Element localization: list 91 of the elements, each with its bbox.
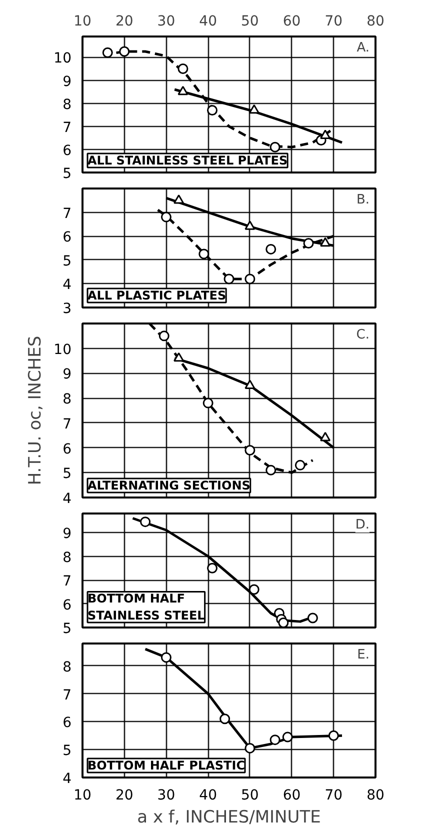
x-tick-label: 70 — [324, 788, 343, 804]
x2-tick-label: 30 — [157, 14, 176, 30]
x2-tick-label: 10 — [74, 14, 92, 30]
annotation: B. — [356, 192, 370, 208]
point — [102, 47, 113, 58]
y-tick-label: 8 — [62, 96, 72, 113]
annotation: A. — [356, 40, 370, 56]
x-tick-label: 50 — [241, 788, 259, 804]
point — [207, 562, 218, 574]
y-tick-label: 6 — [62, 230, 72, 246]
point — [244, 742, 256, 754]
annotation: ALTERNATING SECTIONS — [88, 478, 250, 492]
y-tick-label: 8 — [62, 550, 72, 566]
y-tick-label: 6 — [62, 715, 72, 732]
point — [320, 237, 331, 247]
x2-tick-label: 60 — [282, 14, 301, 30]
y-tick-label: 8 — [62, 659, 72, 676]
y-tick-label: 8 — [62, 392, 72, 408]
x-tick-label: 10 — [74, 788, 92, 804]
y-tick-label: 10 — [54, 342, 72, 358]
point — [178, 86, 188, 96]
point — [244, 274, 256, 284]
point — [202, 398, 214, 408]
point — [140, 516, 151, 528]
y-tick-label: 3 — [62, 301, 72, 317]
point — [248, 584, 260, 595]
annotation: ALL STAINLESS STEEL PLATES — [88, 154, 288, 168]
y-tick-label: 4 — [62, 771, 72, 787]
y-tick-label: 9 — [62, 74, 72, 90]
point — [303, 238, 314, 248]
point — [160, 212, 172, 222]
point — [178, 64, 188, 74]
y-tick-label: 7 — [62, 416, 72, 432]
y-tick-label: 5 — [62, 466, 72, 482]
point — [244, 380, 256, 389]
y-tick-label: 4 — [62, 491, 72, 507]
point — [294, 460, 306, 470]
point — [270, 142, 280, 152]
x-tick-label: 20 — [115, 788, 134, 804]
point — [224, 274, 234, 284]
x-tick-label: 80 — [366, 788, 384, 804]
y-tick-label: 9 — [62, 526, 72, 542]
x-tick-label: 30 — [157, 788, 176, 804]
y-tick-label: 7 — [62, 120, 72, 136]
x-tick-label: 60 — [282, 788, 301, 804]
point — [266, 244, 276, 254]
point — [307, 612, 318, 624]
point — [207, 105, 218, 116]
x2-tick-label: 80 — [366, 14, 384, 30]
y-tick-label: 5 — [62, 166, 72, 182]
annotation: BOTTOM HALF PLASTIC — [88, 758, 246, 772]
y-tick-label: 6 — [62, 597, 72, 614]
x2-tick-label: 20 — [115, 14, 134, 30]
point — [270, 734, 280, 746]
y-tick-label: 6 — [62, 142, 72, 159]
x2-tick-label: 50 — [241, 14, 259, 30]
point — [198, 248, 210, 260]
y-tick-label: 7 — [62, 687, 72, 704]
annotation: D. — [355, 518, 370, 532]
point — [119, 46, 130, 57]
x2-tick-label: 40 — [199, 14, 217, 30]
y-axis-title: H.T.U. oc, INCHES — [26, 336, 46, 486]
point — [328, 730, 339, 741]
x2-tick-label: 70 — [324, 14, 343, 30]
y-tick-label: 4 — [62, 277, 72, 294]
y-tick-label: 5 — [62, 621, 72, 637]
y-tick-label: 5 — [62, 743, 72, 760]
point — [244, 445, 256, 456]
y-tick-label: 5 — [62, 253, 72, 270]
point — [244, 220, 256, 230]
point — [282, 732, 293, 742]
y-tick-label: 10 — [54, 50, 72, 67]
point — [174, 194, 184, 204]
point — [278, 618, 289, 628]
point — [158, 330, 170, 342]
point — [174, 352, 184, 362]
y-tick-label: 6 — [62, 441, 72, 458]
point — [160, 652, 172, 663]
y-tick-label: 7 — [62, 206, 72, 222]
annotation: ALL PLASTIC PLATES — [88, 288, 226, 302]
point — [266, 464, 276, 476]
x-axis-title: a x f, INCHES/MINUTE — [137, 808, 321, 828]
x-tick-label: 40 — [199, 788, 217, 804]
point — [320, 130, 331, 139]
annotation: C. — [356, 328, 370, 342]
point — [248, 104, 260, 114]
point — [220, 714, 230, 724]
y-tick-label: 9 — [62, 366, 72, 383]
annotation: E. — [357, 648, 370, 662]
point — [320, 432, 331, 442]
y-tick-label: 7 — [62, 574, 72, 590]
